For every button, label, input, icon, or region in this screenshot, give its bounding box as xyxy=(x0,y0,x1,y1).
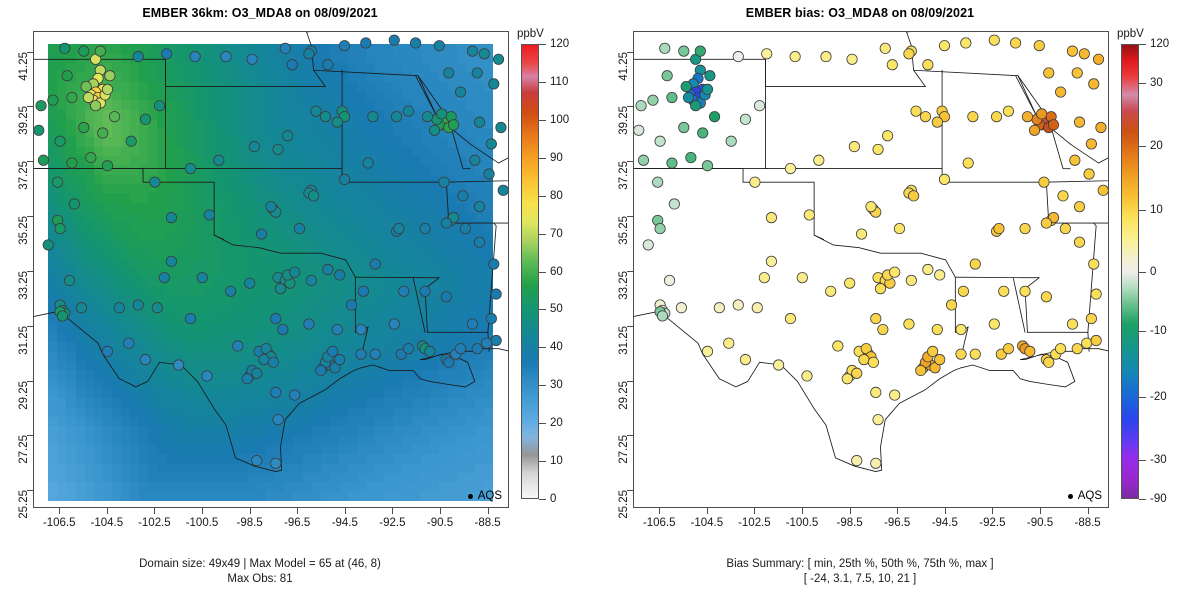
left-caption-line1: Domain size: 49x49 | Max Model = 65 at (… xyxy=(139,558,381,570)
right-caption-line2: [ -24, 3.1, 7.5, 10, 21 ] xyxy=(803,573,917,585)
aqs-legend-label: AQS xyxy=(1077,490,1102,502)
y-axis-left: 25.25 27.25 29.25 31.25 33.25 35.25 37.25 39.25… xyxy=(3,31,33,519)
colorbar-title-left: ppbV xyxy=(517,28,544,40)
y-axis-right: 25.25 27.25 29.25 31.25 33.25 35.25 37.25 39.25… xyxy=(603,31,633,519)
x-axis-left: -106.5 -104.5 -102.5 -100.5 -98.5 -96.5 -94.5-… xyxy=(33,508,509,538)
colorbar-right xyxy=(1121,44,1139,499)
aqs-marker-icon xyxy=(1067,493,1073,499)
colorbar-ticks-left: 0 10 20 30 40 50 60 70 80 90 100 110 120 xyxy=(539,38,599,505)
aqs-legend-left: AQS xyxy=(467,490,502,502)
right-caption-line1: Bias Summary: [ min, 25th %, 50th %, 75t… xyxy=(726,558,994,570)
colorbar-title-right: ppbV xyxy=(1117,28,1144,40)
right-panel-title: EMBER bias: O3_MDA8 on 08/09/2021 xyxy=(745,6,975,20)
aqs-legend-right: AQS xyxy=(1067,490,1102,502)
panel-model: EMBER 36km: O3_MDA8 on 08/09/2021 AQS -1… xyxy=(3,6,599,585)
panel-bias: EMBER bias: O3_MDA8 on 08/09/2021 AQS -1… xyxy=(600,0,1200,600)
aqs-observation-points-left[interactable] xyxy=(34,32,508,507)
right-map-plot: AQS xyxy=(633,31,1109,508)
aqs-legend-label: AQS xyxy=(477,490,502,502)
aqs-marker-icon xyxy=(467,493,473,499)
left-panel-title: EMBER 36km: O3_MDA8 on 08/09/2021 xyxy=(142,6,378,20)
left-map-plot: AQS xyxy=(33,31,509,508)
left-caption-line2: Max Obs: 81 xyxy=(227,573,293,585)
colorbar-ticks-right: -90 -30 -20 -10 0 10 20 30 120 xyxy=(1139,38,1199,505)
colorbar-left xyxy=(521,44,539,499)
x-axis-right: -106.5 -104.5 -102.5 -100.5 -98.5 -96.5 -94.5-… xyxy=(633,508,1109,538)
aqs-bias-points-right[interactable] xyxy=(634,32,1108,507)
